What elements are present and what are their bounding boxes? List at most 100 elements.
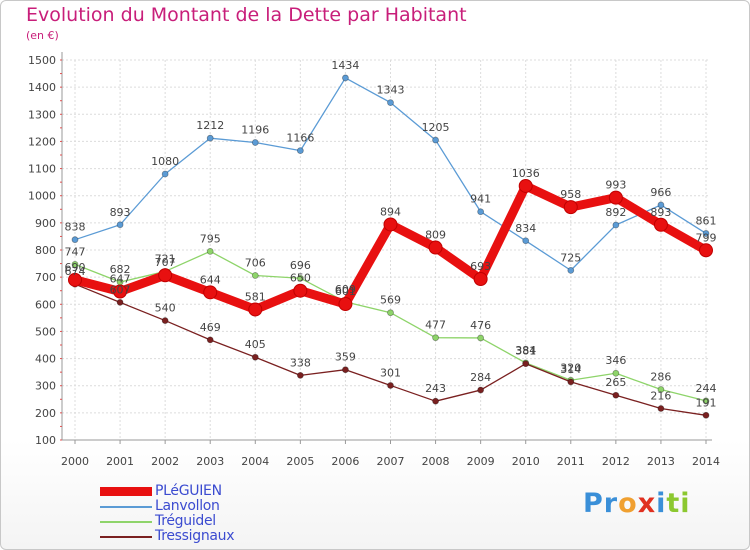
data-point [567,266,575,274]
x-tick-label: 2013 [647,455,675,468]
y-tick-label: 200 [35,407,56,420]
y-tick-label: 800 [35,244,56,257]
data-point [477,334,485,342]
data-point [203,285,218,300]
data-point [251,353,259,361]
data-point [567,378,575,386]
data-label: 609 [335,283,356,296]
data-label: 405 [245,338,266,351]
logo-letter: i [656,488,667,519]
y-tick-label: 1300 [28,108,56,121]
data-label: 477 [425,319,446,332]
proxiti-logo: Proxiti [583,488,691,519]
data-label: 601 [335,285,356,298]
data-label: 346 [605,354,626,367]
data-point [206,247,214,255]
data-point [702,230,710,237]
data-label: 301 [380,366,401,379]
data-label: 861 [696,214,717,227]
data-point [68,272,82,287]
data-point [387,382,394,389]
data-point [477,208,485,216]
y-tick-label: 1100 [28,163,56,176]
data-point [432,397,439,405]
data-point [383,217,398,232]
data-point [251,139,259,146]
data-label: 384 [515,344,536,357]
data-label: 892 [605,206,626,219]
data-label: 799 [696,231,717,244]
data-point [699,243,713,258]
x-tick-label: 2001 [106,455,134,468]
data-label: 476 [470,319,491,332]
data-label: 1196 [241,124,269,137]
data-point [657,386,665,393]
data-point [206,336,214,344]
data-label: 809 [425,229,446,242]
x-tick-label: 2014 [692,455,720,468]
x-tick-label: 2006 [331,455,359,468]
data-label: 359 [335,351,356,364]
data-point [296,274,304,282]
y-tick-label: 300 [35,380,56,393]
data-label: 1434 [331,59,359,72]
data-label: 540 [155,302,176,315]
legend-label: Lanvollon [155,498,220,514]
data-label: 674 [65,265,86,278]
data-point [71,236,79,244]
data-label: 1343 [377,84,405,97]
data-label: 993 [605,179,626,192]
data-point [206,134,214,142]
data-label: 1166 [286,132,314,145]
data-label: 644 [200,273,221,286]
x-tick-label: 2005 [286,455,314,468]
data-label: 244 [696,382,717,395]
chart-title: Evolution du Montant de la Dette par Hab… [26,4,467,26]
data-label: 286 [650,371,671,384]
y-tick-label: 900 [35,217,56,230]
data-label: 581 [245,290,266,303]
x-tick-label: 2012 [602,455,630,468]
data-label: 1036 [512,167,540,180]
data-point [428,240,443,255]
data-point [116,298,124,306]
legend-swatch [100,536,152,538]
line-chart: 100 200 300 400 500 600 700 800 900 1000 1100 1200 1… [28,52,720,468]
data-point [563,200,578,215]
y-tick-label: 600 [35,298,56,311]
data-point [158,268,173,283]
logo-letter: P [583,488,604,519]
data-point [702,411,710,419]
data-label: 725 [560,251,581,264]
data-point [161,317,169,324]
data-point [702,397,710,405]
data-point [296,147,304,155]
data-label: 958 [560,188,581,201]
y-tick-label: 700 [35,271,56,284]
data-label: 834 [515,222,536,235]
data-label: 747 [65,245,86,258]
data-label: 191 [696,396,717,409]
data-label: 696 [290,259,311,272]
data-point [251,272,259,279]
x-tick-label: 2000 [61,455,89,468]
y-tick-label: 1000 [28,190,56,203]
legend-swatch [100,487,152,496]
data-point [387,309,394,317]
data-point [342,74,349,82]
x-tick-label: 2007 [377,455,405,468]
data-label: 795 [200,232,221,245]
data-point [342,366,349,374]
data-label: 314 [560,363,581,376]
data-label: 682 [110,263,131,276]
data-label: 707 [155,256,176,269]
plot-area [62,60,708,440]
legend-label: Tressignaux [155,528,235,544]
data-point [116,221,124,229]
data-point [612,391,620,399]
data-label: 243 [425,382,446,395]
data-label: 1080 [151,155,179,168]
y-tick-label: 400 [35,353,56,366]
data-label: 893 [650,206,671,219]
data-point [113,284,128,299]
